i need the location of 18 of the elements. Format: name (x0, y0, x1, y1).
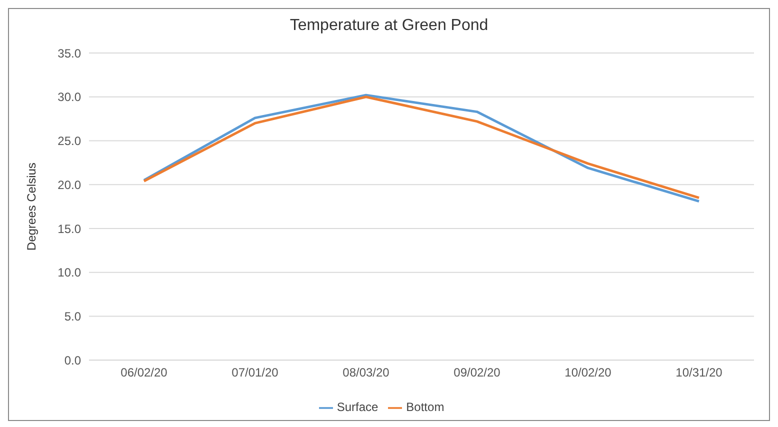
y-tick-label: 0.0 (64, 353, 82, 368)
x-tick-label: 10/02/20 (564, 366, 612, 380)
x-tick-label: 08/03/20 (342, 366, 390, 380)
y-tick-label: 15.0 (58, 222, 82, 236)
x-tick-label: 06/02/20 (120, 366, 168, 380)
legend-label: Surface (336, 400, 378, 414)
y-tick-label: 30.0 (58, 90, 82, 104)
x-tick-label: 10/31/20 (676, 366, 723, 380)
y-axis-title: Degrees Celsius (24, 162, 38, 251)
y-tick-label: 25.0 (58, 134, 82, 148)
y-tick-label: 10.0 (58, 266, 82, 280)
y-tick-label: 35.0 (58, 46, 82, 60)
y-tick-label: 20.0 (58, 178, 82, 192)
x-tick-label: 09/02/20 (454, 366, 501, 380)
chart-title: Temperature at Green Pond (288, 16, 490, 36)
y-tick-label: 5.0 (64, 310, 82, 324)
legend-label: Bottom (406, 400, 444, 414)
x-tick-label: 07/01/20 (232, 366, 279, 380)
